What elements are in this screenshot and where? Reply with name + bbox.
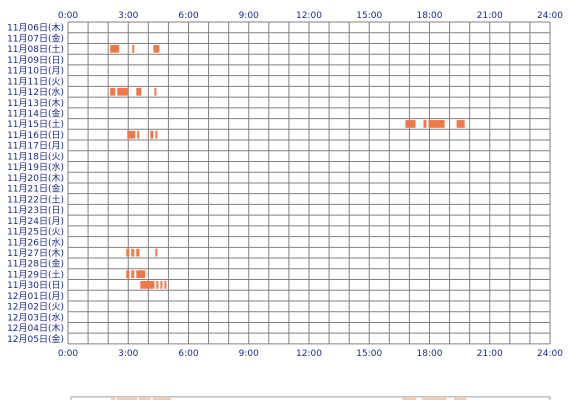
activity-bar [136, 270, 146, 279]
x-tick-label-bottom: 0:00 [58, 349, 78, 359]
row-label: 11月28日(金) [7, 258, 64, 270]
activity-bar [131, 248, 135, 257]
x-tick-label-top: 12:00 [296, 11, 322, 21]
summary-bar [422, 397, 447, 400]
x-tick-label-top: 6:00 [178, 11, 198, 21]
row-label: 11月15日(土) [7, 118, 64, 130]
row-label: 11月11日(火) [7, 76, 64, 87]
row-label: 11月22日(土) [7, 193, 64, 205]
row-label: 11月13日(木) [7, 97, 64, 109]
row-label: 11月10日(月) [7, 66, 64, 77]
x-tick-label-bottom: 9:00 [239, 349, 259, 359]
activity-bar [150, 130, 154, 139]
row-label: 12月03日(水) [7, 311, 64, 323]
activity-bar [136, 87, 142, 96]
activity-bar [110, 44, 120, 53]
summary-bar [116, 397, 137, 400]
activity-bar [156, 281, 159, 289]
row-label: 11月17日(月) [7, 141, 64, 152]
summary-bar [402, 397, 417, 400]
activity-bar [155, 248, 158, 257]
summary-strip [70, 396, 551, 400]
x-tick-label-bottom: 6:00 [178, 349, 198, 359]
row-label: 11月16日(日) [7, 130, 64, 141]
activity-bar [110, 87, 116, 96]
activity-bar [131, 270, 135, 279]
activity-bar [155, 130, 158, 139]
row-label: 11月14日(金) [7, 108, 64, 120]
row-labels: 11月06日(木)11月07日(金)11月08日(土)11月09日(日)11月1… [7, 22, 64, 345]
x-tick-label-top: 3:00 [118, 11, 138, 21]
x-tick-label-top: 0:00 [58, 11, 78, 21]
activity-bar [126, 248, 130, 257]
x-tick-label-top: 9:00 [239, 11, 259, 21]
row-label: 11月21日(金) [7, 183, 64, 195]
activity-bar [126, 270, 130, 279]
activity-bar [132, 44, 135, 53]
activity-bar [154, 87, 157, 96]
x-tick-label-bottom: 24:00 [537, 349, 563, 359]
activity-bar [160, 281, 163, 289]
row-label: 11月12日(水) [7, 86, 64, 98]
activity-bar [140, 281, 155, 289]
summary-bar [454, 397, 467, 400]
row-label: 11月24日(月) [7, 216, 64, 227]
summary-frame [70, 396, 551, 400]
row-label: 11月20日(木) [7, 172, 64, 184]
row-label: 11月08日(土) [7, 43, 64, 55]
row-label: 12月01日(月) [7, 291, 64, 302]
x-tick-label-bottom: 18:00 [417, 349, 443, 359]
summary-bar [110, 397, 115, 400]
row-label: 12月05日(金) [7, 333, 64, 345]
activity-bar [117, 87, 129, 96]
x-tick-label-top: 24:00 [537, 11, 563, 21]
x-tick-label-top: 15:00 [356, 11, 382, 21]
row-label: 11月09日(日) [7, 55, 64, 66]
activity-bar [164, 281, 167, 289]
row-label: 11月06日(木) [7, 22, 64, 34]
activity-bar [136, 248, 140, 257]
x-tick-label-bottom: 3:00 [118, 349, 138, 359]
row-label: 12月02日(火) [7, 302, 64, 313]
row-label: 11月07日(金) [7, 32, 64, 44]
row-label: 11月18日(火) [7, 151, 64, 162]
summary-bar [138, 397, 151, 400]
x-tick-label-bottom: 12:00 [296, 349, 322, 359]
grid [67, 21, 551, 345]
activity-bar [405, 120, 416, 128]
row-label: 11月29日(土) [7, 268, 64, 280]
activity-bars [110, 44, 465, 289]
x-tick-label-bottom: 21:00 [477, 349, 503, 359]
row-label: 11月30日(日) [7, 280, 64, 291]
activity-bar [456, 120, 465, 128]
x-tick-label-bottom: 15:00 [356, 349, 382, 359]
row-label: 11月23日(日) [7, 205, 64, 216]
activity-bar [423, 120, 427, 128]
row-label: 11月26日(水) [7, 236, 64, 248]
activity-bar [428, 120, 445, 128]
x-tick-label-top: 18:00 [417, 11, 443, 21]
activity-bar [153, 44, 160, 53]
row-label: 11月27日(木) [7, 247, 64, 259]
row-label: 11月25日(火) [7, 227, 64, 238]
activity-bar [137, 130, 140, 139]
activity-bar [127, 130, 136, 139]
row-label: 11月19日(水) [7, 161, 64, 173]
x-tick-label-top: 21:00 [477, 11, 503, 21]
row-label: 12月04日(木) [7, 322, 64, 334]
x-axis-ticks: 0:00 0:00 3:00 3:00 6:00 6:00 9:00 9:00 12:00 12:… [58, 11, 563, 359]
summary-bar [152, 397, 171, 400]
